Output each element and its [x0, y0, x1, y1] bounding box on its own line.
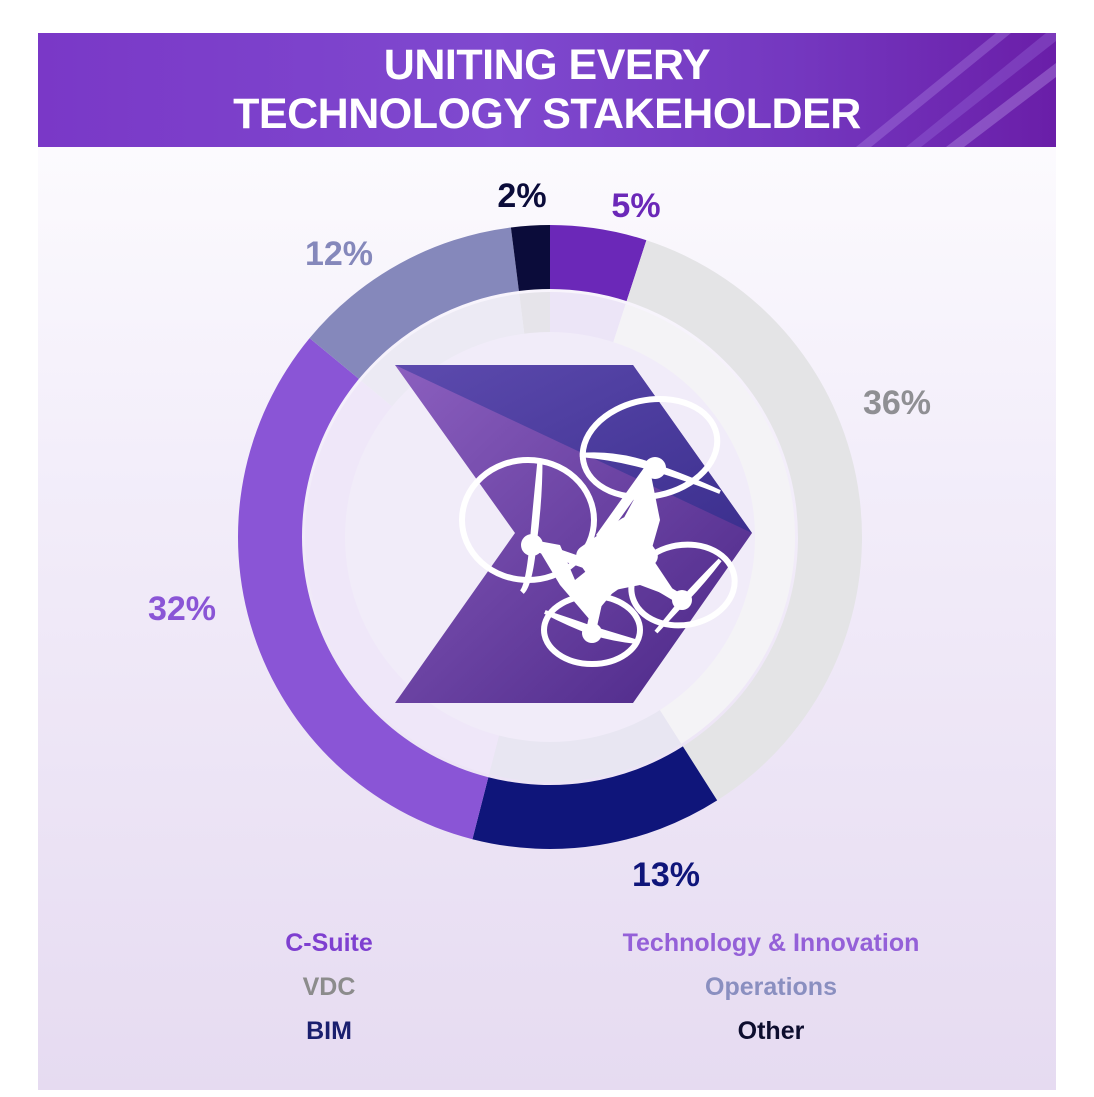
value-label-other: 2% [497, 177, 546, 215]
ring-segment-vdc [626, 240, 862, 801]
legend-item-technology-innovation: Technology & Innovation [571, 929, 971, 958]
ring-segment-operations [309, 227, 519, 379]
title-line-1: UNITING EVERY [383, 41, 711, 89]
ring-segment-other [510, 225, 550, 291]
value-label-c-suite: 32% [148, 590, 216, 628]
legend-item-other: Other [571, 1017, 971, 1046]
drone-icon [459, 395, 738, 667]
page-title: UNITING EVERY TECHNOLOGY STAKEHOLDER [38, 33, 1056, 147]
legend-label: BIM [306, 1017, 352, 1045]
ring-segment-c-suite [237, 338, 489, 840]
legend-label: Other [737, 1017, 805, 1045]
value-label-bim: 13% [632, 856, 700, 894]
legend-label: C-Suite [285, 929, 373, 957]
value-label-vdc: 36% [863, 384, 931, 422]
legend-item-c-suite: C-Suite [229, 929, 429, 958]
legend-item-bim: BIM [229, 1017, 429, 1046]
title-banner: UNITING EVERY TECHNOLOGY STAKEHOLDER [38, 33, 1056, 147]
legend-item-vdc: VDC [229, 973, 429, 1002]
value-label-technology-innovation: 5% [611, 187, 660, 225]
title-line-2: TECHNOLOGY STAKEHOLDER [233, 90, 861, 138]
chevron-emblem [395, 365, 752, 703]
ring-segments [237, 225, 862, 849]
infographic-card: UNITING EVERY TECHNOLOGY STAKEHOLDER [38, 33, 1056, 1090]
ring-segment-technology-innovation [550, 225, 647, 302]
banner-streaks-decoration [856, 33, 1056, 147]
value-labels: 5% 36% 13% 32% 12% 2% [148, 177, 931, 894]
legend-item-operations: Operations [571, 973, 971, 1002]
value-label-operations: 12% [305, 235, 373, 273]
legend-label: Technology & Innovation [622, 929, 920, 957]
ring-segment-bim [472, 746, 718, 849]
legend-label: VDC [302, 973, 356, 1001]
legend-label: Operations [705, 973, 837, 1001]
